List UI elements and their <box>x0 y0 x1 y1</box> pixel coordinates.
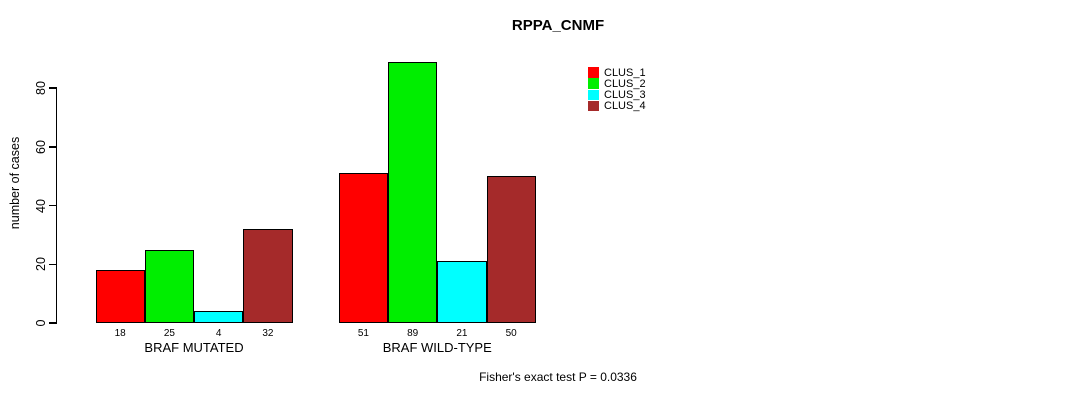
bar-clus_2-wild-type <box>388 61 438 323</box>
category-label: BRAF MUTATED <box>144 340 244 355</box>
y-tick-label: 60 <box>34 139 48 154</box>
y-tick-mark <box>49 263 56 265</box>
bar-value-label: 4 <box>215 328 222 339</box>
bar-clus_3-mutated <box>194 311 244 323</box>
y-tick-mark <box>49 146 56 148</box>
legend-swatch-clus_2 <box>588 78 599 89</box>
bar-clus_1-mutated <box>95 270 145 323</box>
legend-label: CLUS_4 <box>604 100 646 113</box>
bar-clus_4-wild-type <box>486 176 536 323</box>
y-tick-mark <box>49 204 56 207</box>
legend-label: CLUS_1 <box>604 66 646 79</box>
bar-clus_4-mutated <box>243 229 293 323</box>
bar-value-label: 89 <box>407 328 419 339</box>
y-tick-mark <box>49 87 56 89</box>
legend-label: CLUS_2 <box>604 77 646 90</box>
category-label: BRAF WILD-TYPE <box>382 340 492 355</box>
bar-value-label: 25 <box>163 328 175 339</box>
chart-title: RPPA_CNMF <box>511 17 605 34</box>
bar-clus_1-wild-type <box>338 173 388 323</box>
bar-value-label: 51 <box>357 328 369 339</box>
bar-clus_3-wild-type <box>437 261 487 323</box>
y-tick-label: 0 <box>34 319 48 327</box>
y-tick-label: 20 <box>34 257 48 272</box>
y-tick-label: 40 <box>34 198 48 213</box>
legend-swatch-clus_4 <box>588 100 599 112</box>
annotation-text: Fisher's exact test P = 0.0336 <box>479 370 637 384</box>
bar-value-label: 21 <box>456 328 468 339</box>
legend-label: CLUS_3 <box>604 89 646 102</box>
y-tick-label: 80 <box>34 81 48 95</box>
legend-swatch-clus_3 <box>588 89 599 101</box>
y-axis-label: number of cases <box>8 136 22 230</box>
bar-value-label: 18 <box>114 328 126 339</box>
y-axis-line <box>55 87 57 324</box>
y-tick-mark <box>49 322 56 324</box>
bar-value-label: 32 <box>262 328 274 339</box>
bar-clus_2-mutated <box>144 249 194 323</box>
bar-value-label: 50 <box>505 328 517 339</box>
legend-swatch-clus_1 <box>588 67 599 78</box>
